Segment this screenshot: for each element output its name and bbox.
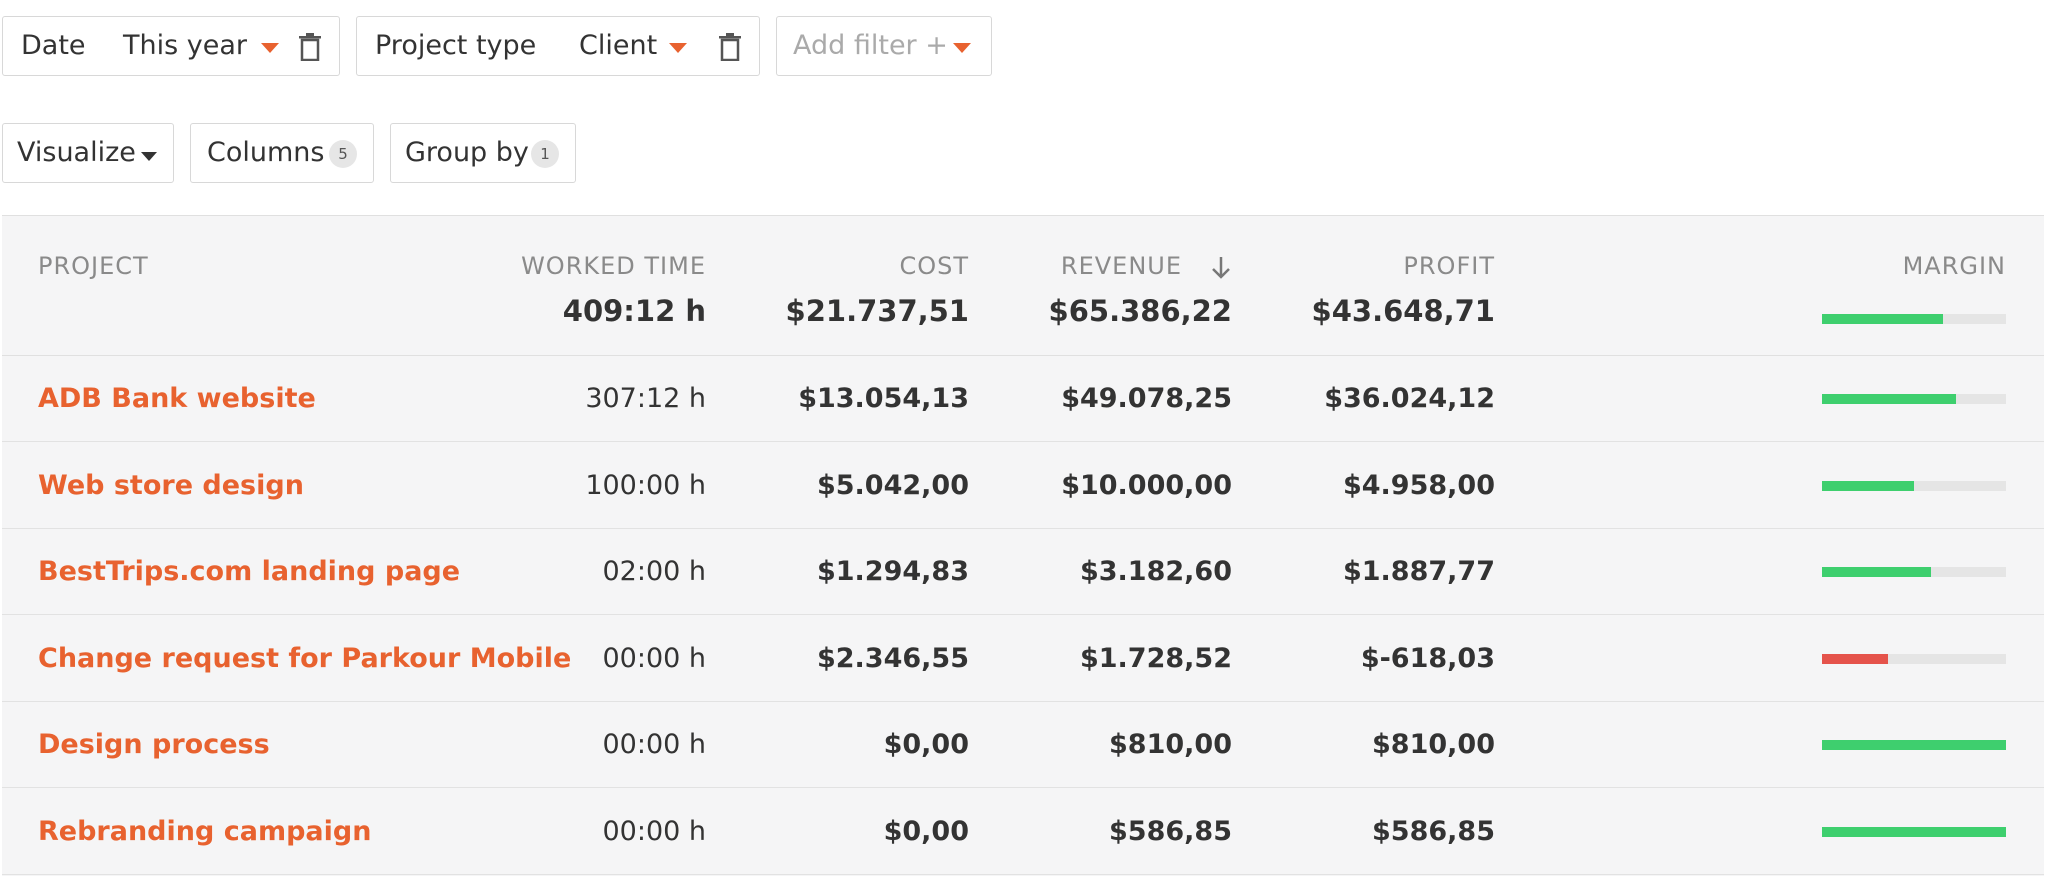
table-row[interactable]: Change request for Parkour Mobile 00:00 h… <box>2 616 2044 702</box>
group-by-count-badge: 1 <box>531 140 559 168</box>
margin-bar-fill <box>1822 394 1957 404</box>
project-name-link[interactable]: Change request for Parkour Mobile <box>38 642 572 674</box>
table-header: PROJECT WORKED TIME COST REVENUE PROFIT … <box>2 216 2044 356</box>
revenue-cell: $810,00 <box>1109 729 1232 760</box>
add-filter-label: Add filter + <box>793 30 948 61</box>
margin-bar <box>1822 740 2006 750</box>
worked-time-cell: 00:00 h <box>602 642 706 674</box>
cost-cell: $1.294,83 <box>816 556 969 587</box>
table-row[interactable]: ADB Bank website 307:12 h $13.054,13 $49.07… <box>2 356 2044 442</box>
revenue-cell: $1.728,52 <box>1079 642 1232 674</box>
margin-bar <box>1822 480 2006 491</box>
column-header-cost[interactable]: COST <box>899 252 969 280</box>
trash-icon[interactable] <box>299 33 321 61</box>
columns-label: Columns <box>207 137 325 168</box>
cost-cell: $2.346,55 <box>816 642 969 674</box>
cost-cell: $13.054,13 <box>798 383 969 414</box>
column-header-revenue[interactable]: REVENUE <box>1060 252 1182 280</box>
project-name-link[interactable]: ADB Bank website <box>38 383 316 414</box>
arrow-down-icon[interactable] <box>1210 256 1232 280</box>
worked-time-cell: 02:00 h <box>602 556 706 587</box>
visualize-dropdown[interactable]: Visualize <box>2 123 174 183</box>
project-name-link[interactable]: Web store design <box>38 469 304 501</box>
chevron-down-icon[interactable] <box>261 43 279 53</box>
revenue-cell: $49.078,25 <box>1061 383 1232 414</box>
cost-cell: $5.042,00 <box>816 469 969 501</box>
columns-button[interactable]: Columns 5 <box>190 123 374 183</box>
trash-icon[interactable] <box>719 33 741 61</box>
margin-bar-fill <box>1822 740 2006 750</box>
project-name-link[interactable]: BestTrips.com landing page <box>38 556 461 587</box>
project-name-link[interactable]: Rebranding campaign <box>38 815 372 847</box>
total-profit: $43.648,71 <box>1311 294 1495 328</box>
column-header-margin[interactable]: MARGIN <box>1902 252 2006 280</box>
margin-bar-fill <box>1822 480 1914 491</box>
chevron-down-icon <box>141 152 157 161</box>
revenue-cell: $3.182,60 <box>1079 556 1232 587</box>
column-header-worked-time[interactable]: WORKED TIME <box>521 252 706 280</box>
visualize-label: Visualize <box>17 137 136 168</box>
profit-cell: $586,85 <box>1372 815 1495 847</box>
margin-bar <box>1822 567 2006 577</box>
project-type-filter-label: Project type <box>375 30 537 61</box>
table-row[interactable]: Rebranding campaign 00:00 h $0,00 $586,85 $5… <box>2 789 2044 875</box>
profit-cell: $36.024,12 <box>1324 383 1495 414</box>
table-row[interactable]: Web store design 100:00 h $5.042,00 $10.000… <box>2 443 2044 529</box>
chevron-down-icon[interactable] <box>953 43 971 53</box>
cost-cell: $0,00 <box>883 729 969 760</box>
chevron-down-icon[interactable] <box>669 43 687 53</box>
cost-cell: $0,00 <box>883 815 969 847</box>
worked-time-cell: 307:12 h <box>585 383 706 414</box>
profit-cell: $1.887,77 <box>1342 556 1495 587</box>
total-cost: $21.737,51 <box>785 294 969 328</box>
profitability-table: PROJECT WORKED TIME COST REVENUE PROFIT … <box>2 215 2044 876</box>
margin-bar-fill <box>1822 653 1889 664</box>
margin-bar <box>1822 394 2006 404</box>
margin-bar <box>1822 653 2006 664</box>
worked-time-cell: 00:00 h <box>602 729 706 760</box>
total-worked-time: 409:12 h <box>562 294 706 328</box>
profit-cell: $810,00 <box>1372 729 1495 760</box>
columns-count-badge: 5 <box>329 140 357 168</box>
margin-bar-fill <box>1822 826 2006 837</box>
total-revenue: $65.386,22 <box>1048 294 1232 328</box>
profit-cell: $-618,03 <box>1360 642 1495 674</box>
project-name-link[interactable]: Design process <box>38 729 270 760</box>
margin-bar <box>1822 826 2006 837</box>
table-row[interactable]: BestTrips.com landing page 02:00 h $1.294,… <box>2 529 2044 615</box>
date-filter-value[interactable]: This year <box>123 30 247 61</box>
project-type-filter-value[interactable]: Client <box>579 30 658 61</box>
worked-time-cell: 00:00 h <box>602 815 706 847</box>
revenue-cell: $586,85 <box>1109 815 1232 847</box>
table-row[interactable]: Design process 00:00 h $0,00 $810,00 $810,00 <box>2 702 2044 788</box>
worked-time-cell: 100:00 h <box>585 469 706 501</box>
margin-bar-fill <box>1822 567 1931 577</box>
project-type-filter-chip[interactable]: Project type Client <box>356 16 760 76</box>
group-by-label: Group by <box>405 137 529 168</box>
profit-cell: $4.958,00 <box>1342 469 1495 501</box>
date-filter-label: Date <box>21 30 86 61</box>
add-filter-button[interactable]: Add filter + <box>776 16 992 76</box>
total-margin-bar <box>1822 314 2006 324</box>
column-header-project[interactable]: PROJECT <box>38 252 149 280</box>
group-by-button[interactable]: Group by 1 <box>390 123 576 183</box>
column-header-profit[interactable]: PROFIT <box>1403 252 1495 280</box>
date-filter-chip[interactable]: Date This year <box>2 16 340 76</box>
total-margin-bar-fill <box>1822 314 1944 324</box>
revenue-cell: $10.000,00 <box>1061 469 1232 501</box>
